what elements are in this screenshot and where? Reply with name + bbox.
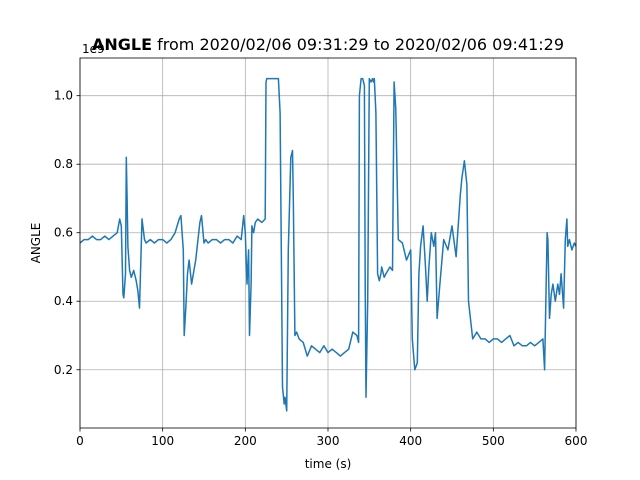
x-axis-label: time (s): [305, 457, 352, 471]
x-tick-label: 300: [317, 434, 340, 448]
y-tick-label: 0.6: [54, 226, 73, 240]
chart-title-rest: from 2020/02/06 09:31:29 to 2020/02/06 0…: [152, 35, 564, 54]
x-tick-label: 400: [399, 434, 422, 448]
x-tick-label: 600: [565, 434, 588, 448]
y-tick-label: 1.0: [54, 89, 73, 103]
x-tick-label: 200: [234, 434, 257, 448]
y-tick-label: 0.2: [54, 363, 73, 377]
y-axis-ticks: 0.2 0.4 0.6 0.8 1.0: [54, 89, 80, 377]
series-line: [80, 77, 576, 412]
x-tick-label: 0: [76, 434, 84, 448]
chart-title-bold: ANGLE: [92, 35, 152, 54]
x-tick-label: 100: [151, 434, 174, 448]
y-tick-label: 0.8: [54, 157, 73, 171]
chart-title: ANGLE from 2020/02/06 09:31:29 to 2020/0…: [92, 35, 564, 54]
y-tick-label: 0.4: [54, 294, 73, 308]
x-tick-label: 500: [482, 434, 505, 448]
y-axis-label: ANGLE: [29, 223, 43, 264]
plot-frame: [79, 57, 577, 429]
x-axis-ticks: 0 100 200 300 400 500 600: [76, 428, 587, 448]
y-offset-label: 1e9: [82, 42, 105, 56]
